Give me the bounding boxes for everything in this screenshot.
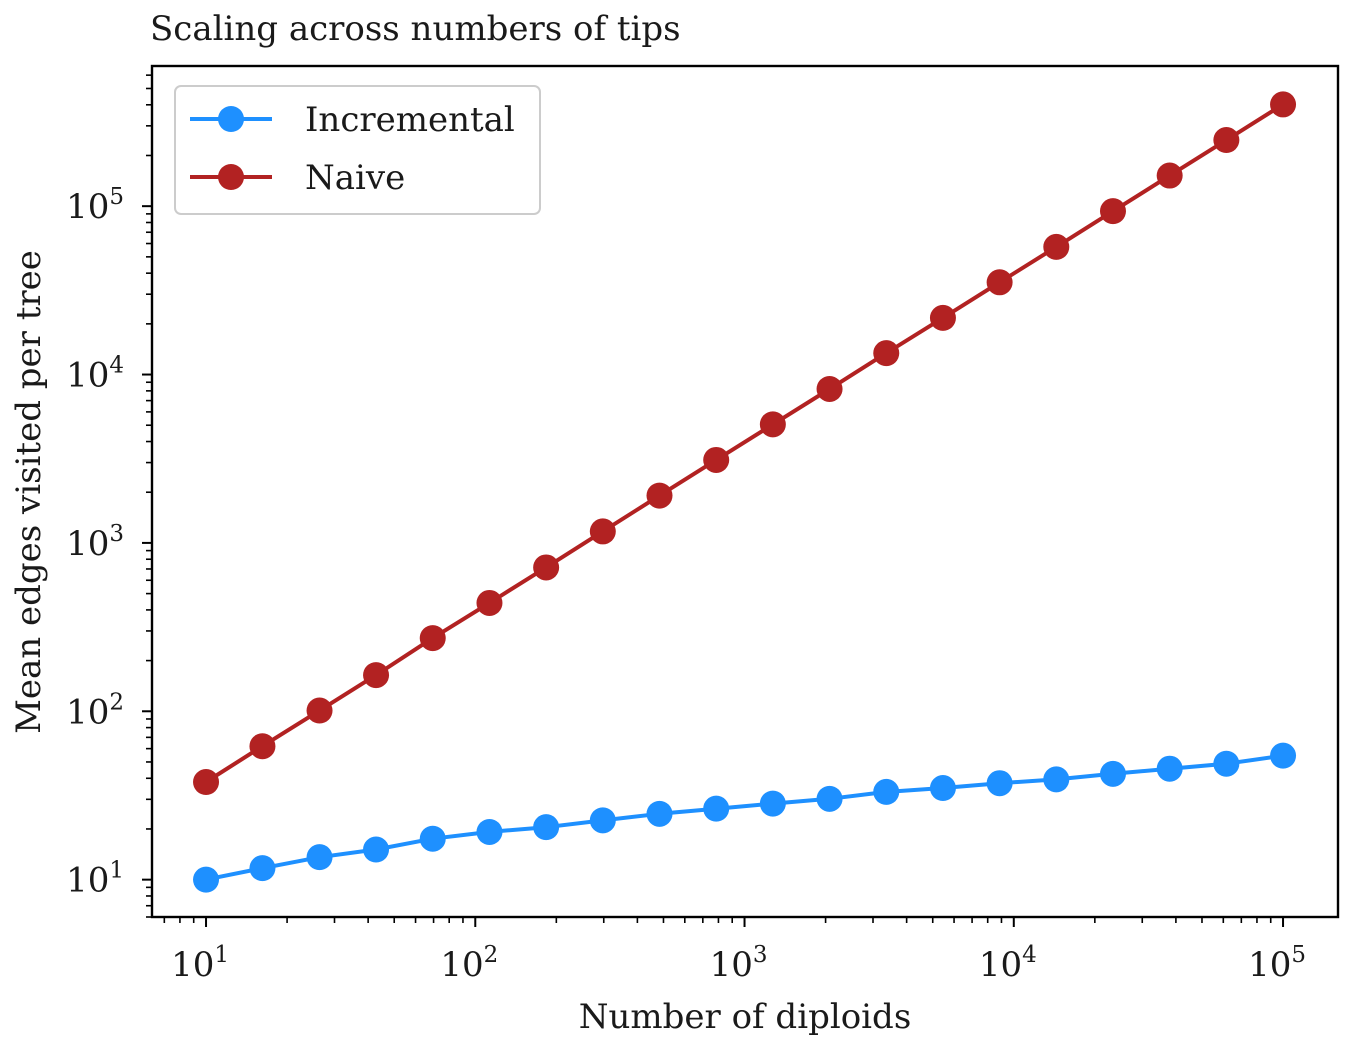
data-point-naive (986, 269, 1013, 296)
data-point-naive (533, 554, 560, 581)
data-point-incremental (476, 818, 503, 845)
y-tick-label: 103 (66, 521, 124, 564)
data-point-incremental (419, 825, 446, 852)
data-point-naive (476, 589, 503, 616)
legend-marker-naive (218, 164, 244, 190)
data-point-incremental (363, 836, 390, 863)
legend-marker-incremental (218, 106, 244, 132)
x-tick-label: 105 (1248, 942, 1306, 985)
data-point-incremental (589, 807, 616, 834)
y-tick-label: 104 (66, 353, 124, 396)
data-point-incremental (646, 800, 673, 827)
data-point-incremental (986, 770, 1013, 797)
y-axis-label: Mean edges visited per tree (9, 250, 49, 734)
y-tick-label: 102 (66, 689, 124, 732)
data-point-naive (306, 697, 333, 724)
data-point-incremental (1099, 760, 1126, 787)
data-point-incremental (1213, 750, 1240, 777)
data-point-naive (929, 304, 956, 331)
data-point-naive (193, 769, 220, 796)
data-point-naive (703, 446, 730, 473)
data-point-naive (589, 518, 616, 545)
data-point-incremental (703, 795, 730, 822)
data-point-naive (1270, 91, 1297, 118)
data-point-incremental (306, 844, 333, 871)
x-axis-label: Number of diploids (579, 997, 912, 1037)
x-tick-label: 103 (710, 942, 768, 985)
data-point-incremental (533, 814, 560, 841)
data-point-naive (249, 733, 276, 760)
data-point-incremental (1156, 755, 1183, 782)
data-point-naive (1099, 198, 1126, 225)
data-point-naive (646, 482, 673, 509)
y-tick-label: 101 (66, 858, 124, 901)
legend-label-incremental: Incremental (305, 100, 515, 140)
data-point-incremental (193, 866, 220, 893)
legend-label-naive: Naive (305, 158, 405, 198)
data-point-naive (759, 411, 786, 438)
data-point-incremental (873, 778, 900, 805)
data-point-incremental (759, 790, 786, 817)
chart-title: Scaling across numbers of tips (150, 9, 681, 49)
data-point-incremental (816, 785, 843, 812)
x-tick-label: 101 (171, 942, 229, 985)
x-tick-label: 104 (979, 942, 1037, 985)
data-point-naive (1156, 162, 1183, 189)
data-point-naive (1043, 233, 1070, 260)
y-tick-label: 105 (66, 184, 124, 227)
data-point-incremental (1270, 742, 1297, 769)
data-point-naive (873, 340, 900, 367)
data-point-incremental (929, 775, 956, 802)
data-point-naive (363, 662, 390, 689)
data-point-naive (816, 375, 843, 402)
legend: Incremental Naive (174, 85, 541, 215)
x-tick-label: 102 (440, 942, 498, 985)
data-point-naive (1213, 127, 1240, 154)
data-point-incremental (249, 855, 276, 882)
data-point-incremental (1043, 766, 1070, 793)
data-point-naive (419, 625, 446, 652)
plot-area: 101 102 103 104 105 101 102 103 104 105 (66, 64, 1340, 985)
